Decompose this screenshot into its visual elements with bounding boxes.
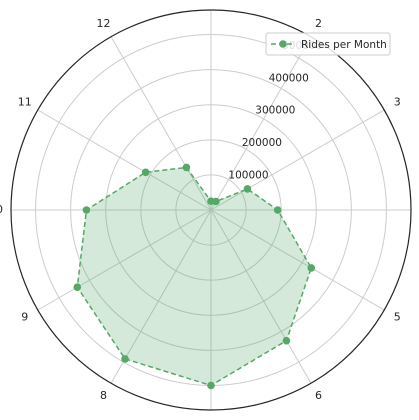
series-layer: [73, 163, 316, 390]
angular-gridline-12: [110, 36, 212, 211]
angular-gridline-2: [210, 36, 312, 211]
data-point-11: [141, 168, 150, 177]
angular-tick-label-9: 9: [21, 311, 28, 324]
angular-tick-label-2: 2: [315, 17, 322, 30]
data-point-2: [212, 197, 220, 206]
angular-tick-label-11: 11: [18, 96, 32, 109]
data-point-8: [121, 355, 129, 363]
series-area-0: [77, 167, 312, 386]
angular-gridline-11: [37, 109, 212, 211]
legend-label: Rides per Month: [301, 39, 387, 51]
angular-tick-label-10: 10: [0, 203, 3, 216]
angular-tick-label-3: 3: [394, 96, 401, 109]
angular-gridline-5: [210, 209, 385, 311]
legend: Rides per Month: [265, 32, 391, 56]
data-point-3: [243, 185, 252, 193]
angular-gridline-3: [210, 109, 385, 211]
angular-tick-label-5: 5: [394, 311, 401, 324]
radial-tick-label-1: 100000: [228, 170, 268, 182]
angular-gridline-9: [37, 209, 212, 311]
data-point-7: [207, 381, 215, 390]
angular-tick-label-1: 1: [208, 0, 215, 1]
legend-box: [265, 32, 391, 56]
angular-tick-label-6: 6: [315, 389, 322, 402]
angular-gridline-6: [210, 209, 312, 384]
data-point-10: [82, 206, 91, 214]
angular-tick-label-12: 12: [97, 17, 111, 30]
data-point-12: [182, 163, 191, 172]
data-point-6: [282, 336, 291, 345]
data-point-4: [273, 206, 282, 214]
angular-gridline-8: [110, 209, 212, 384]
polar-frame: [10, 9, 412, 411]
angular-tick-label-8: 8: [100, 389, 107, 402]
radial-tick-label-4: 400000: [269, 72, 309, 84]
angular-tick-label-7: 7: [208, 418, 215, 420]
data-point-5: [307, 264, 316, 272]
radial-tick-label-2: 200000: [242, 137, 282, 149]
grid: [10, 9, 412, 411]
legend-marker: [279, 40, 287, 48]
data-point-9: [73, 283, 82, 291]
radial-tick-label-3: 300000: [255, 105, 295, 117]
